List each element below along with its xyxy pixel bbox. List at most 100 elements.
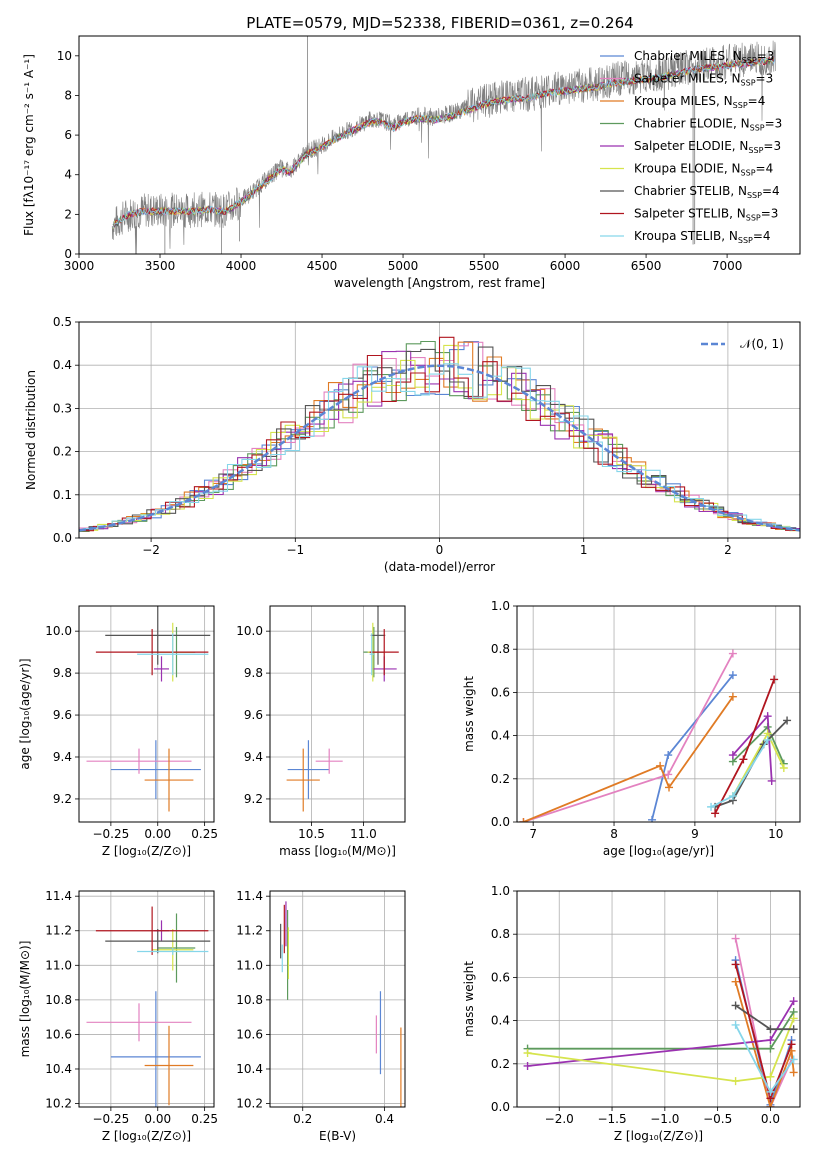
y-tick-label: 1.0 <box>491 884 510 898</box>
x-tick-label: 3000 <box>64 259 95 273</box>
mass-vs-metallicity-panel: −0.25 0.00 0.25 10.2 10.4 10.6 10.8 11.0 11.2 11.… <box>18 889 218 1143</box>
legend-label-cs: Chabrier STELIB, NSSP=4 <box>634 184 780 200</box>
legend-label-text: Chabrier STELIB, N <box>634 184 747 198</box>
weight-marker-cm <box>648 815 657 822</box>
y-tick-label: 0.4 <box>53 358 72 372</box>
legend-label-text: Salpeter STELIB, N <box>634 207 746 221</box>
y-tick-label: 10.6 <box>45 1027 72 1041</box>
histogram-step-cs <box>79 346 800 531</box>
weight-marker-sm <box>664 770 673 779</box>
y-tick-label: 10.2 <box>45 1097 72 1111</box>
weight-marker-cm <box>664 751 673 760</box>
weight-marker-km <box>728 692 737 701</box>
x-axis-label: wavelength [Angstrom, rest frame] <box>334 276 545 290</box>
y-tick-label: 11.4 <box>236 889 263 903</box>
y-tick-label: 11.0 <box>45 958 72 972</box>
y-tick-label: 0.2 <box>491 1057 510 1071</box>
x-tick-label: −0.25 <box>92 827 129 841</box>
weight-line-sm <box>734 938 793 1107</box>
y-tick-label: 9.8 <box>53 666 72 680</box>
x-tick-label: 7 <box>529 827 537 841</box>
y-tick-label: 10.0 <box>45 624 72 638</box>
y-tick-label: 2 <box>64 207 72 221</box>
weight-marker-ss <box>711 809 720 818</box>
weight-marker-cs <box>783 716 792 725</box>
legend-subscript: SSP <box>741 79 756 88</box>
y-tick-label: 0.3 <box>53 401 72 415</box>
normal-legend-label: 𝒩(0, 1) <box>740 337 784 351</box>
y-axis-label: mass weight <box>462 961 476 1037</box>
x-tick-label: 0.25 <box>191 1112 218 1126</box>
mass_vs_Z-plot-area <box>86 906 211 1107</box>
y-tick-label: 11.2 <box>236 924 263 938</box>
legend-label-ss: Salpeter STELIB, NSSP=3 <box>634 207 778 223</box>
weight-line-ss <box>714 679 775 814</box>
spectrum-panel: 3000 3500 4000 4500 5000 5500 6000 6500 7000 0 2 4 6… <box>22 35 801 290</box>
axes-frame <box>78 890 215 1108</box>
weight-marker-km <box>789 1068 798 1077</box>
legend-suffix: =3 <box>763 139 781 153</box>
weight-marker-km <box>519 818 528 822</box>
weight-marker-sm <box>731 934 740 943</box>
legend-subscript: SSP <box>750 124 765 133</box>
y-tick-label: 0.4 <box>491 729 510 743</box>
legend-suffix: =4 <box>756 162 774 176</box>
y-tick-label: 0.2 <box>491 772 510 786</box>
x-tick-label: 10.5 <box>298 827 325 841</box>
axes-frame <box>78 321 801 539</box>
legend-label-text: Salpeter MILES, N <box>634 72 741 86</box>
weight-marker-ce <box>766 1044 775 1053</box>
weight-marker-km <box>665 783 674 792</box>
x-tick-label: −1.0 <box>650 1112 679 1126</box>
weight-line-se <box>732 713 773 782</box>
y-axis-label: mass [log₁₀(M/M⊙)] <box>18 941 32 1058</box>
x-tick-label: 0 <box>436 543 444 557</box>
residuals-panel: −2 −1 0 1 2 0.0 0.1 0.2 0.3 0.4 0.5 (data-model)/er… <box>24 315 801 574</box>
x-axis-label: age [log₁₀(age/yr)] <box>603 844 714 858</box>
x-tick-label: 7000 <box>712 259 743 273</box>
x-tick-label: 0.2 <box>293 1112 312 1126</box>
weight-marker-se <box>767 776 776 785</box>
y-tick-label: 0.0 <box>53 531 72 545</box>
y-tick-label: 10.0 <box>236 624 263 638</box>
y-tick-label: 9.6 <box>244 708 263 722</box>
weight-marker-se <box>728 751 737 760</box>
x-tick-label: 8 <box>610 827 618 841</box>
x-tick-label: 4500 <box>307 259 338 273</box>
legend-suffix: =3 <box>765 117 783 131</box>
y-axis-label: Normed distribution <box>24 370 38 490</box>
legend-subscript: SSP <box>733 101 748 110</box>
x-tick-label: 5000 <box>388 259 419 273</box>
legend-label-se: Salpeter ELODIE, NSSP=3 <box>634 139 781 155</box>
y-tick-label: 10.6 <box>236 1027 263 1041</box>
x-tick-label: 0.00 <box>144 827 171 841</box>
histogram-step-ce <box>79 340 800 532</box>
weight-marker-sm <box>728 649 737 658</box>
x-axis-label: mass [log₁₀(M/M⊙)] <box>279 844 396 858</box>
x-tick-label: 0.00 <box>144 1112 171 1126</box>
legend-label-text: Kroupa MILES, N <box>634 94 733 108</box>
x-tick-label: 4000 <box>226 259 257 273</box>
x-tick-label: −2.0 <box>545 1112 574 1126</box>
y-tick-label: 9.6 <box>53 708 72 722</box>
weight-marker-ke <box>523 1049 532 1057</box>
y-tick-label: 10.8 <box>236 993 263 1007</box>
weight-vs-age-panel: 7 8 9 10 0.0 0.2 0.4 0.6 0.8 1.0 age [log₁₀(age/yr… <box>462 599 801 858</box>
weight-marker-ks <box>707 802 716 811</box>
legend-label-text: Salpeter ELODIE, N <box>634 139 748 153</box>
legend-suffix: =4 <box>762 184 780 198</box>
weight-marker-ke <box>779 764 788 772</box>
legend-label-sm: Salpeter MILES, NSSP=3 <box>634 72 773 88</box>
y-tick-label: 0.1 <box>53 488 72 502</box>
residuals-plot-area <box>79 336 800 532</box>
y-tick-label: 10.8 <box>45 993 72 1007</box>
weight-marker-ks <box>728 792 737 801</box>
axes-frame <box>78 35 801 255</box>
y-axis-label: mass weight <box>462 676 476 752</box>
weight-marker-ss <box>739 755 748 764</box>
legend-label-text: Chabrier MILES, N <box>634 49 742 63</box>
y-tick-label: 9.2 <box>244 792 263 806</box>
x-tick-label: 6500 <box>631 259 662 273</box>
normal-curve <box>79 364 800 532</box>
weight_vs_Z-plot-area <box>523 934 798 1107</box>
